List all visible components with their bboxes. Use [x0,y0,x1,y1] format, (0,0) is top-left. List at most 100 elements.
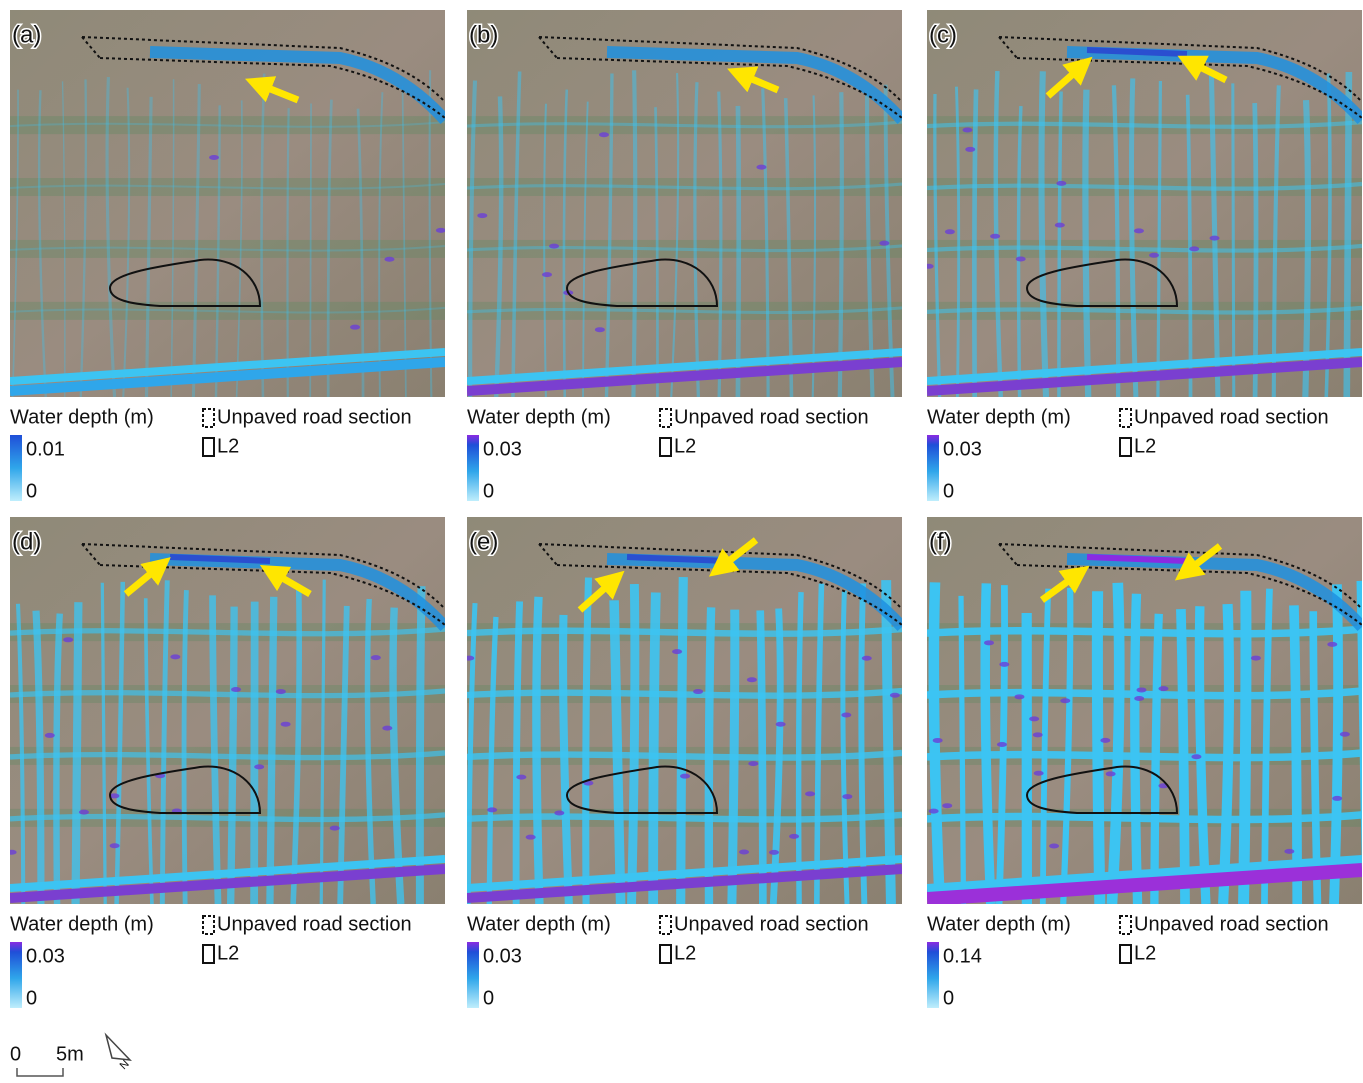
rill [586,578,589,904]
legend-road-label: Unpaved road section [674,406,869,428]
ponding [382,726,392,731]
ponding [1034,771,1044,776]
ponding [693,689,703,694]
ponding [929,809,939,814]
ponding [842,794,852,799]
ponding [990,234,1000,239]
rill [536,597,539,904]
panel-label: (b) [469,21,498,48]
ponding [1189,246,1199,251]
scale-length: 5m [56,1043,84,1065]
ponding [933,738,943,743]
road-ponding [1087,557,1187,561]
colorbar-max: 0.03 [483,945,522,967]
colorbar [467,942,479,1008]
ponding [330,826,340,831]
ponding [1049,844,1059,849]
legend-l2-label: L2 [1134,942,1156,964]
colorbar [467,435,479,501]
ponding [924,264,934,269]
legend-title: Water depth (m) [927,913,1071,935]
legend-road-label: Unpaved road section [1134,406,1329,428]
ponding [984,640,994,645]
panel-label: (c) [929,21,957,48]
legend-l2-icon [660,945,671,963]
legend-road-label: Unpaved road section [1134,913,1329,935]
rill [974,89,976,397]
panel-label: (e) [469,528,498,555]
legend-title: Water depth (m) [10,913,154,935]
legend-road-icon [203,409,214,427]
rill [467,815,902,820]
panel-label: (a) [12,21,41,48]
legend-title: Water depth (m) [467,913,611,935]
map-image [924,10,1362,397]
rill [56,614,59,904]
ponding [1033,732,1043,737]
ponding [965,147,975,152]
colorbar-min: 0 [943,480,954,502]
ponding [945,229,955,234]
panel-label: (f) [929,528,952,555]
rill [633,70,635,397]
ponding [63,637,73,642]
rill [467,753,902,758]
ponding [276,689,286,694]
road-ponding [170,557,270,561]
colorbar-min: 0 [483,987,494,1009]
scale-line [17,1068,63,1076]
ponding [350,325,360,330]
colorbar-max: 0.01 [26,438,65,460]
rill [288,108,289,397]
ponding [789,834,799,839]
ponding [1029,716,1039,721]
rill [1244,591,1246,904]
ponding [1134,696,1144,701]
ponding [254,764,264,769]
ponding [1158,686,1168,691]
rill [927,753,1362,758]
rill [1233,83,1234,397]
map-image [464,517,902,904]
legend-title: Water depth (m) [467,406,611,428]
panel: (e)Water depth (m)Unpaved road sectionL2… [464,517,902,1009]
ponding [1332,796,1342,801]
ponding [962,128,972,133]
map-image [467,10,902,397]
road-ponding [1087,50,1187,54]
ponding [231,687,241,692]
legend-road-icon [1120,409,1131,427]
rill [799,592,801,904]
legend-road-icon [660,409,671,427]
ponding [748,761,758,766]
rill [1347,72,1349,397]
ponding [79,810,89,815]
legend-title: Water depth (m) [10,406,154,428]
ponding [1340,732,1350,737]
legend-road-icon [660,916,671,934]
ponding [1134,228,1144,233]
ponding [756,165,766,170]
colorbar-min: 0 [26,987,37,1009]
legend-title: Water depth (m) [927,406,1071,428]
rill [467,691,902,696]
colorbar-max: 0.03 [483,438,522,460]
colorbar [927,435,939,501]
ponding [281,722,291,727]
ponding [1014,694,1024,699]
legend-l2-icon [660,438,671,456]
ponding [1136,687,1146,692]
ponding [110,843,120,848]
panel: (f) Water depth (m) Unpaved road section L2… [927,517,1363,1009]
rill [420,586,422,904]
ponding [1100,738,1110,743]
ponding [776,722,786,727]
ponding [999,662,1009,667]
ponding [1251,656,1261,661]
ponding [942,803,952,808]
ponding [1191,754,1201,759]
panel: (d)Water depth (m)Unpaved road sectionL2… [7,517,445,1009]
ponding [841,713,851,718]
ponding [1210,236,1220,241]
panel-label: (d) [12,528,41,555]
